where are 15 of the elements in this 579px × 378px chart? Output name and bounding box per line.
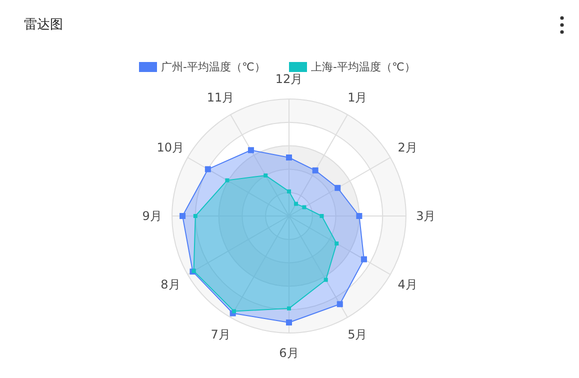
spoke-label: 10月 (156, 140, 184, 155)
spoke-label: 7月 (210, 328, 230, 342)
spoke-label: 5月 (348, 328, 368, 342)
spoke-label: 2月 (398, 140, 418, 155)
spoke-label: 8月 (160, 277, 180, 292)
spoke-label: 1月 (348, 90, 368, 104)
spoke-label: 12月 (275, 72, 303, 86)
spoke-label: 9月 (142, 209, 162, 223)
spoke-label: 11月 (206, 90, 234, 104)
chart-title: 雷达图 (24, 18, 63, 32)
spoke-label: 6月 (279, 346, 299, 360)
spoke-label: 3月 (416, 209, 436, 223)
legend-label: 广州-平均温度（℃） (161, 60, 266, 74)
spoke-label: 4月 (398, 277, 418, 292)
legend-label: 上海-平均温度（℃） (311, 60, 416, 74)
